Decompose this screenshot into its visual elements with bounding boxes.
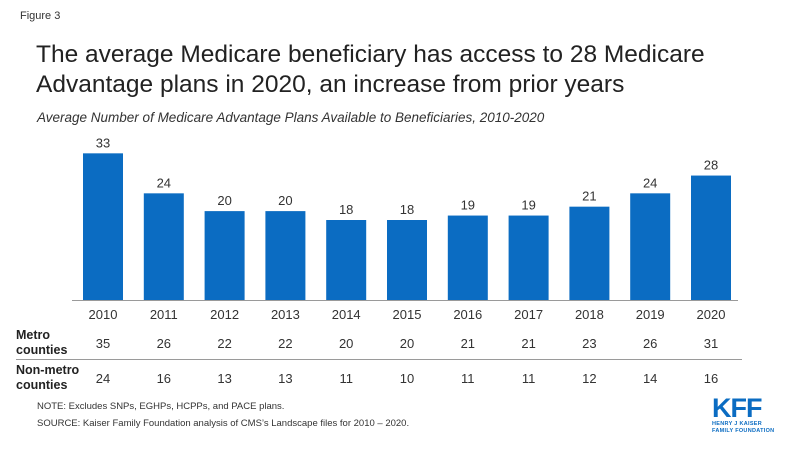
metro-label-line1: Metro <box>16 328 51 342</box>
x-tick-2014: 2014 <box>332 307 361 322</box>
nonmetro-value-2015: 10 <box>399 371 415 386</box>
kff-logo-line2: FAMILY FOUNDATION <box>712 427 775 434</box>
metro-value-2016: 21 <box>460 336 476 351</box>
metro-value-2012: 22 <box>217 336 232 351</box>
x-tick-2019: 2019 <box>636 307 665 322</box>
bar-chart: 33 2010 24 2011 20 2012 20 2013 18 2014 18 2015 19 20… <box>72 135 738 322</box>
bar-2013 <box>265 211 306 300</box>
nonmetro-value-2014: 11 <box>339 371 353 386</box>
metro-label-line2: counties <box>16 343 68 357</box>
data-label-2019: 24 <box>643 175 657 190</box>
x-tick-2016: 2016 <box>453 307 482 322</box>
data-label-2015: 18 <box>400 202 414 217</box>
nonmetro-counties-label: Non-metro counties <box>16 363 79 393</box>
nonmetro-label-line2: counties <box>16 378 68 392</box>
chart-subtitle: Average Number of Medicare Advantage Pla… <box>37 110 545 125</box>
x-tick-2011: 2011 <box>150 307 178 322</box>
x-tick-2017: 2017 <box>514 307 543 322</box>
bar-2017 <box>508 215 549 300</box>
nonmetro-value-2019: 14 <box>642 371 658 386</box>
nonmetro-value-2018: 12 <box>582 371 597 386</box>
metro-counties-label: Metro counties <box>16 328 67 358</box>
nonmetro-value-2020: 16 <box>703 371 719 386</box>
nonmetro-value-2016: 11 <box>461 371 475 386</box>
x-tick-2015: 2015 <box>393 307 422 322</box>
x-tick-2010: 2010 <box>89 307 118 322</box>
data-label-2012: 20 <box>217 193 231 208</box>
bar-2011 <box>143 193 184 300</box>
metro-value-2015: 20 <box>399 336 415 351</box>
note-text: NOTE: Excludes SNPs, EGHPs, HCPPs, and P… <box>37 401 285 412</box>
x-tick-2012: 2012 <box>210 307 239 322</box>
data-label-2016: 19 <box>461 198 475 213</box>
nonmetro-value-2010: 24 <box>95 371 111 386</box>
data-label-2020: 28 <box>704 158 718 173</box>
metro-value-2019: 26 <box>642 336 658 351</box>
bar-2020 <box>691 175 731 300</box>
kff-logo-mark: KFF <box>712 393 762 423</box>
x-tick-2013: 2013 <box>271 307 300 322</box>
kff-logo: KFF HENRY J KAISER FAMILY FOUNDATION <box>712 395 782 434</box>
bar-2018 <box>569 206 610 300</box>
data-label-2013: 20 <box>278 193 292 208</box>
bar-2012 <box>204 211 245 300</box>
x-tick-2020: 2020 <box>697 307 726 322</box>
metro-value-2010: 35 <box>95 336 111 351</box>
data-label-2017: 19 <box>521 198 535 213</box>
metro-value-2020: 31 <box>703 336 719 351</box>
nonmetro-label-line1: Non-metro <box>16 363 80 377</box>
metro-value-2017: 21 <box>521 336 536 351</box>
bar-2016 <box>447 215 488 300</box>
data-label-2011: 24 <box>157 175 171 190</box>
nonmetro-value-2012: 13 <box>217 371 232 386</box>
data-label-2014: 18 <box>339 202 353 217</box>
source-text: SOURCE: Kaiser Family Foundation analysi… <box>37 418 410 429</box>
table-divider <box>16 359 742 360</box>
kff-logo-line1: HENRY J KAISER <box>712 421 763 427</box>
bar-2014 <box>326 220 367 300</box>
chart-title: The average Medicare beneficiary has acc… <box>36 41 705 98</box>
bar-2015 <box>387 220 427 300</box>
bar-2010 <box>83 153 123 300</box>
nonmetro-value-2011: 16 <box>156 371 172 386</box>
x-tick-2018: 2018 <box>575 307 604 322</box>
metro-value-2013: 22 <box>278 336 293 351</box>
bar-2019 <box>630 193 671 300</box>
data-label-2018: 21 <box>582 189 596 204</box>
nonmetro-value-2017: 11 <box>521 371 536 386</box>
figure-label: Figure 3 <box>20 10 61 22</box>
nonmetro-value-2013: 13 <box>278 371 293 386</box>
metro-value-2018: 23 <box>582 336 597 351</box>
data-label-2010: 33 <box>96 135 110 150</box>
metro-value-2011: 26 <box>156 336 172 351</box>
metro-value-2014: 20 <box>338 336 354 351</box>
